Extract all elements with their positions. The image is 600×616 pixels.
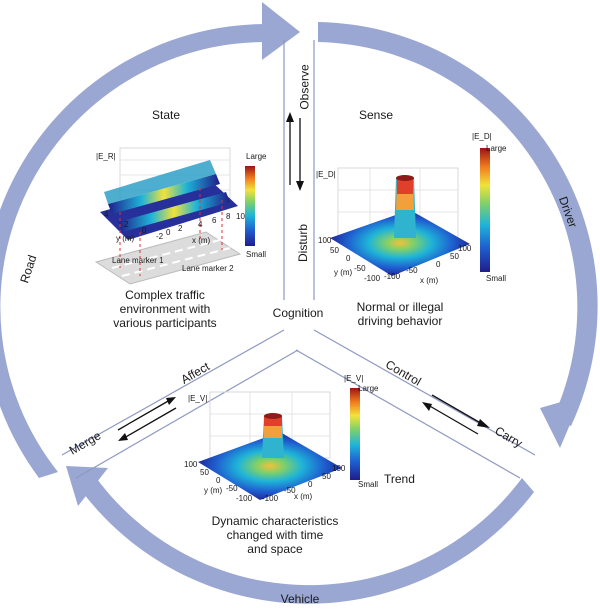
sense-x-tick-1: -50 — [406, 266, 418, 275]
lane-marker-2-label: Lane marker 2 — [182, 264, 234, 273]
ring-vehicle-arrow — [66, 466, 534, 604]
trend-field-label-left: |E_V| — [188, 394, 208, 403]
trend-plot — [198, 388, 360, 500]
state-title: State — [151, 108, 181, 122]
sense-x-axis: x (m) — [420, 276, 439, 285]
trend-x-tick-1: -50 — [284, 486, 296, 495]
merge-arrow — [118, 407, 177, 441]
trend-y-axis: y (m) — [204, 486, 223, 495]
state-y-tick-2: 0 — [142, 226, 147, 235]
sense-x-tick-3: 50 — [450, 252, 459, 261]
observe-arrow — [286, 112, 294, 185]
trend-colorbar — [350, 388, 360, 480]
sense-y-axis: y (m) — [334, 268, 353, 277]
state-x-tick-1: 2 — [178, 224, 183, 233]
ring-road-arrow — [0, 2, 300, 478]
trend-x-tick-2: 0 — [308, 480, 313, 489]
trend-surface-base — [198, 432, 342, 500]
sense-y-tick-1: 50 — [330, 246, 339, 255]
sense-x-tick-4: 100 — [458, 244, 472, 253]
sense-colorbar-low: Small — [486, 274, 507, 283]
trend-caption: Dynamic characteristics changed with tim… — [211, 514, 339, 556]
state-x-tick-2: 4 — [198, 220, 203, 229]
trend-x-axis: x (m) — [294, 492, 313, 501]
trend-field-label: |E_V| — [344, 374, 364, 383]
sense-y-tick-2: 0 — [346, 254, 351, 263]
ring-driver-arrow — [318, 22, 598, 448]
trend-x-tick-0: -100 — [262, 494, 279, 503]
state-colorbar — [245, 166, 255, 246]
trend-x-tick-3: 50 — [322, 472, 331, 481]
trend-colorbar-high: Large — [358, 384, 379, 393]
state-y-axis: y (m) — [116, 234, 135, 243]
sense-colorbar-high: Large — [486, 144, 507, 153]
state-x-axis: x (m) — [192, 236, 211, 245]
trend-y-tick-2: 0 — [216, 476, 221, 485]
state-x-tick-3: 6 — [212, 216, 217, 225]
disturb-arrow — [296, 118, 304, 191]
sense-x-tick-0: -100 — [384, 272, 401, 281]
trend-y-tick-1: 50 — [200, 468, 209, 477]
trend-y-tick-3: -50 — [226, 484, 238, 493]
trend-y-tick-4: -100 — [236, 494, 253, 503]
band-right — [295, 329, 536, 479]
sense-caption: Normal or illegal driving behavior — [356, 300, 444, 328]
observe-label: Observe — [297, 64, 312, 110]
state-colorbar-high: Large — [246, 152, 267, 161]
sense-title: Sense — [358, 108, 394, 122]
state-x-tick-0: 0 — [166, 228, 171, 237]
carry-arrow — [422, 402, 479, 435]
state-y-tick-0: 4 — [104, 210, 109, 219]
control-arrow — [431, 394, 490, 428]
state-x-tick-4: 8 — [226, 212, 231, 221]
state-z-tick: 10 — [236, 212, 245, 221]
trend-y-tick-0: 100 — [184, 460, 198, 469]
lane-marker-1-label: Lane marker 1 — [112, 256, 164, 265]
cognition-label: Cognition — [272, 306, 324, 320]
sense-field-label: |E_D| — [472, 132, 492, 141]
sense-x-tick-2: 0 — [436, 260, 441, 269]
state-caption: Complex traffic environment with various… — [113, 288, 217, 330]
trend-x-tick-4: 100 — [332, 464, 346, 473]
sense-y-tick-3: -50 — [354, 264, 366, 273]
state-field-label: |E_R| — [96, 152, 116, 161]
state-colorbar-low: Small — [246, 250, 267, 259]
trend-colorbar-low: Small — [358, 480, 379, 489]
trend-title: Trend — [384, 472, 415, 486]
sense-colorbar — [480, 148, 490, 272]
band-top — [283, 40, 315, 300]
sense-field-label-left: |E_D| — [316, 170, 336, 179]
state-y-tick-1: 2 — [124, 220, 129, 229]
affect-arrow — [117, 397, 176, 431]
sense-plot — [330, 148, 490, 276]
state-y-tick-3: -2 — [156, 232, 164, 241]
band-left — [61, 329, 299, 479]
vehicle-label: Vehicle — [280, 592, 320, 606]
sense-surface-base — [330, 210, 470, 276]
disturb-label: Disturb — [296, 223, 311, 263]
sense-y-tick-0: 100 — [318, 236, 332, 245]
sense-y-tick-4: -100 — [364, 274, 381, 283]
state-plot — [94, 147, 255, 285]
